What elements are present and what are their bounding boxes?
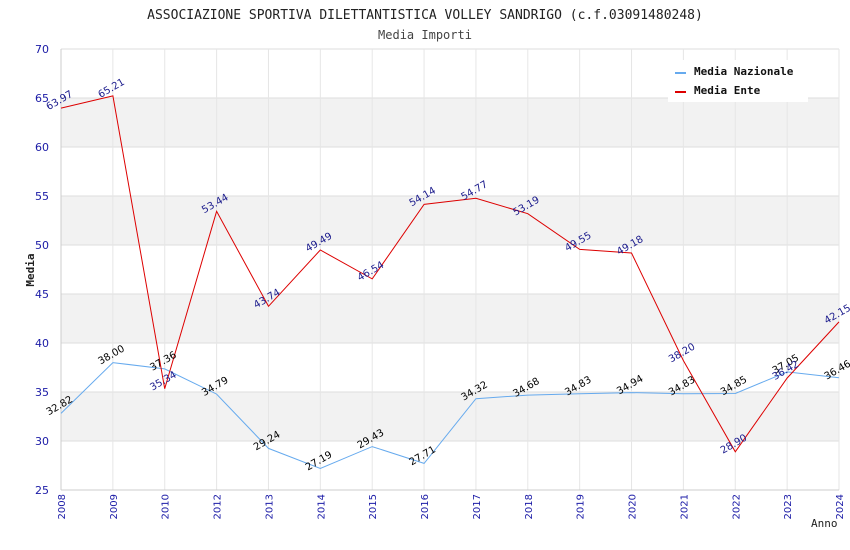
legend-label-media-nazionale: Media Nazionale bbox=[694, 65, 794, 78]
x-tick-label: 2024 bbox=[835, 494, 846, 519]
legend-background bbox=[668, 60, 808, 102]
x-tick-label: 2017 bbox=[472, 494, 483, 519]
x-tick-label: 2014 bbox=[316, 494, 327, 519]
y-tick-label: 65 bbox=[35, 92, 49, 105]
x-axis-label: Anno bbox=[811, 517, 838, 530]
plot-band bbox=[61, 147, 839, 196]
plot-bands bbox=[61, 49, 839, 490]
y-tick-label: 50 bbox=[35, 239, 49, 252]
y-tick-label: 30 bbox=[35, 435, 49, 448]
chart-title: ASSOCIAZIONE SPORTIVA DILETTANTISTICA VO… bbox=[147, 8, 703, 23]
x-tick-label: 2019 bbox=[576, 494, 587, 519]
y-axis-label: Media bbox=[24, 253, 37, 286]
legend: Media Nazionale Media Ente bbox=[668, 60, 808, 102]
plot-band bbox=[61, 294, 839, 343]
plot-band bbox=[61, 392, 839, 441]
x-tick-label: 2020 bbox=[628, 494, 639, 519]
x-tick-label: 2012 bbox=[213, 494, 224, 519]
series-line-media-ente bbox=[60, 95, 840, 453]
x-tick-label: 2009 bbox=[109, 494, 120, 519]
x-tick-label: 2021 bbox=[679, 494, 690, 519]
x-tick-label: 2015 bbox=[368, 494, 379, 519]
y-tick-label: 55 bbox=[35, 190, 49, 203]
chart-subtitle: Media Importi bbox=[378, 28, 472, 42]
x-tick-label: 2022 bbox=[731, 494, 742, 519]
y-tick-label: 35 bbox=[35, 386, 49, 399]
plot-grid bbox=[60, 48, 840, 491]
series-line-media-nazionale bbox=[60, 362, 840, 470]
y-tick-label: 60 bbox=[35, 141, 49, 154]
x-tick-label: 2010 bbox=[161, 494, 172, 519]
x-tick-label: 2013 bbox=[264, 494, 275, 519]
legend-label-media-ente: Media Ente bbox=[694, 84, 761, 97]
plot-band bbox=[61, 98, 839, 147]
x-tick-label: 2016 bbox=[420, 494, 431, 519]
plot-band bbox=[61, 441, 839, 490]
x-axis-ticks: 2008 2009 2010 2012 2013 2014 2015 2016 2017 2018… bbox=[57, 494, 846, 519]
x-tick-label: 2008 bbox=[57, 494, 68, 519]
plot-band bbox=[61, 196, 839, 245]
y-tick-label: 40 bbox=[35, 337, 49, 350]
y-tick-label: 45 bbox=[35, 288, 49, 301]
x-tick-label: 2023 bbox=[783, 494, 794, 519]
y-tick-label: 70 bbox=[35, 43, 49, 56]
plot-band bbox=[61, 343, 839, 392]
series-lines bbox=[60, 95, 840, 470]
x-tick-label: 2018 bbox=[524, 494, 535, 519]
y-tick-label: 25 bbox=[35, 484, 49, 497]
plot-band bbox=[61, 245, 839, 294]
y-axis-ticks: 25 30 35 40 45 50 55 60 65 70 bbox=[35, 43, 49, 497]
